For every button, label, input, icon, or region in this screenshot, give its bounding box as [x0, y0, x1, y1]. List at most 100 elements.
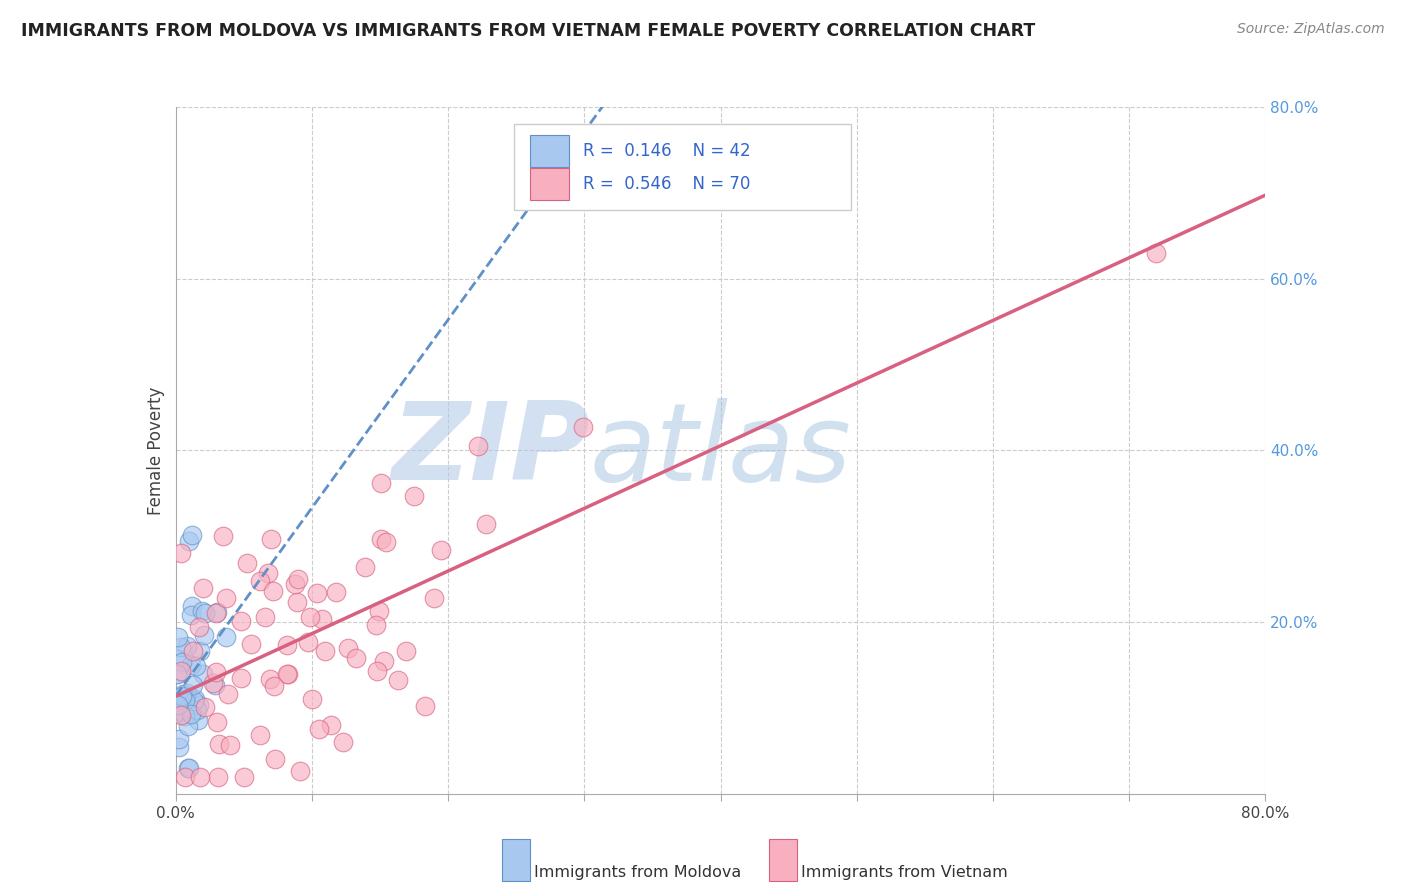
- Point: [166, 698, 188, 712]
- Point: [187, 620, 209, 634]
- Point: [166, 652, 188, 666]
- Point: [170, 664, 193, 678]
- Text: Immigrants from Moldova: Immigrants from Moldova: [534, 865, 741, 880]
- Point: [208, 737, 231, 751]
- Point: [370, 532, 392, 546]
- Point: [201, 676, 224, 690]
- Point: [170, 655, 193, 669]
- Point: [276, 638, 298, 652]
- Point: [254, 610, 277, 624]
- Point: [344, 651, 367, 665]
- Point: [183, 692, 205, 706]
- Point: [205, 665, 228, 680]
- Point: [233, 770, 256, 784]
- Point: [181, 678, 204, 692]
- Point: [176, 639, 198, 653]
- Point: [368, 605, 391, 619]
- Point: [257, 566, 280, 580]
- Point: [259, 672, 281, 686]
- Point: [191, 581, 214, 595]
- Point: [219, 738, 242, 752]
- Point: [204, 678, 226, 692]
- Point: [170, 708, 193, 723]
- Point: [264, 751, 287, 765]
- Point: [186, 658, 208, 673]
- Point: [180, 706, 202, 721]
- Point: [186, 703, 208, 717]
- Point: [467, 439, 489, 453]
- Y-axis label: Female Poverty: Female Poverty: [146, 386, 165, 515]
- Point: [176, 686, 198, 700]
- Point: [373, 654, 395, 668]
- Point: [354, 559, 377, 574]
- Point: [166, 706, 188, 720]
- Point: [181, 599, 204, 614]
- Point: [332, 735, 354, 749]
- Point: [180, 527, 202, 541]
- Point: [276, 666, 298, 681]
- Point: [177, 761, 200, 775]
- Point: [475, 516, 498, 531]
- Point: [174, 709, 197, 723]
- Point: [170, 640, 193, 655]
- Point: [193, 628, 215, 642]
- Point: [319, 717, 342, 731]
- Point: [1144, 246, 1167, 260]
- Point: [308, 723, 330, 737]
- Point: [174, 693, 197, 707]
- Point: [166, 666, 188, 681]
- Point: [211, 529, 233, 543]
- Text: Immigrants from Vietnam: Immigrants from Vietnam: [801, 865, 1008, 880]
- Point: [166, 698, 188, 713]
- Text: R =  0.146    N = 42: R = 0.146 N = 42: [583, 142, 751, 160]
- Point: [194, 700, 217, 714]
- Point: [423, 591, 446, 606]
- Text: Source: ZipAtlas.com: Source: ZipAtlas.com: [1237, 22, 1385, 37]
- Point: [374, 534, 396, 549]
- Point: [297, 635, 319, 649]
- FancyBboxPatch shape: [530, 136, 569, 167]
- Point: [387, 673, 409, 687]
- Point: [307, 585, 329, 599]
- Point: [402, 490, 425, 504]
- Point: [180, 657, 202, 672]
- Point: [262, 584, 284, 599]
- Point: [285, 595, 308, 609]
- Point: [188, 770, 211, 784]
- Point: [188, 644, 211, 658]
- Point: [370, 475, 392, 490]
- Point: [366, 665, 388, 679]
- Point: [325, 585, 347, 599]
- Point: [364, 618, 387, 632]
- Text: R =  0.546    N = 70: R = 0.546 N = 70: [583, 175, 751, 193]
- Point: [249, 728, 271, 742]
- Point: [229, 614, 252, 628]
- Point: [287, 573, 309, 587]
- Point: [240, 637, 263, 651]
- Point: [177, 761, 200, 775]
- Point: [430, 542, 453, 557]
- Point: [191, 667, 214, 681]
- Point: [229, 672, 252, 686]
- Text: IMMIGRANTS FROM MOLDOVA VS IMMIGRANTS FROM VIETNAM FEMALE POVERTY CORRELATION CH: IMMIGRANTS FROM MOLDOVA VS IMMIGRANTS FR…: [21, 22, 1035, 40]
- Point: [277, 667, 299, 681]
- FancyBboxPatch shape: [513, 124, 852, 211]
- Point: [215, 591, 238, 605]
- Point: [288, 764, 311, 779]
- Point: [263, 679, 285, 693]
- Point: [170, 546, 193, 560]
- Point: [215, 630, 238, 644]
- Point: [187, 713, 209, 727]
- FancyBboxPatch shape: [530, 169, 569, 200]
- Point: [183, 694, 205, 708]
- Point: [194, 606, 217, 620]
- Point: [188, 698, 211, 712]
- Point: [177, 534, 200, 549]
- Point: [176, 719, 198, 733]
- Point: [191, 604, 214, 618]
- Point: [259, 532, 281, 546]
- Point: [204, 607, 226, 621]
- Point: [298, 609, 321, 624]
- FancyBboxPatch shape: [769, 839, 797, 881]
- Point: [169, 704, 191, 718]
